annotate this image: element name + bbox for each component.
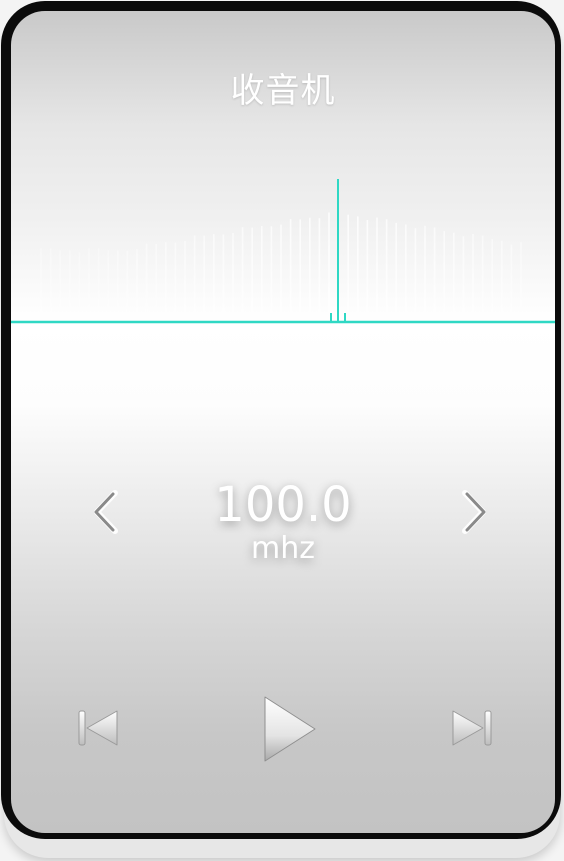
skip-next-icon	[452, 710, 492, 746]
skip-previous-icon	[78, 710, 118, 746]
skip-previous-button[interactable]	[73, 699, 133, 759]
frequency-tuner[interactable]	[11, 171, 555, 351]
frequency-display: 100.0 mhz	[171, 477, 395, 567]
play-icon	[264, 696, 316, 762]
frequency-value: 100.0	[214, 477, 352, 533]
play-button[interactable]	[257, 693, 327, 765]
app-title: 收音机	[230, 71, 336, 111]
tuner-needle-base	[330, 313, 346, 322]
radio-screen: 收音机 100.0 mhz	[11, 11, 555, 833]
chevron-right-icon	[462, 490, 486, 534]
next-frequency-button[interactable]	[447, 487, 497, 537]
skip-next-button[interactable]	[449, 699, 509, 759]
device-bezel: 收音机 100.0 mhz	[1, 1, 561, 839]
tuner-ticks	[40, 212, 522, 316]
chevron-left-icon	[94, 490, 118, 534]
frequency-unit: mhz	[251, 531, 315, 566]
previous-frequency-button[interactable]	[83, 487, 133, 537]
